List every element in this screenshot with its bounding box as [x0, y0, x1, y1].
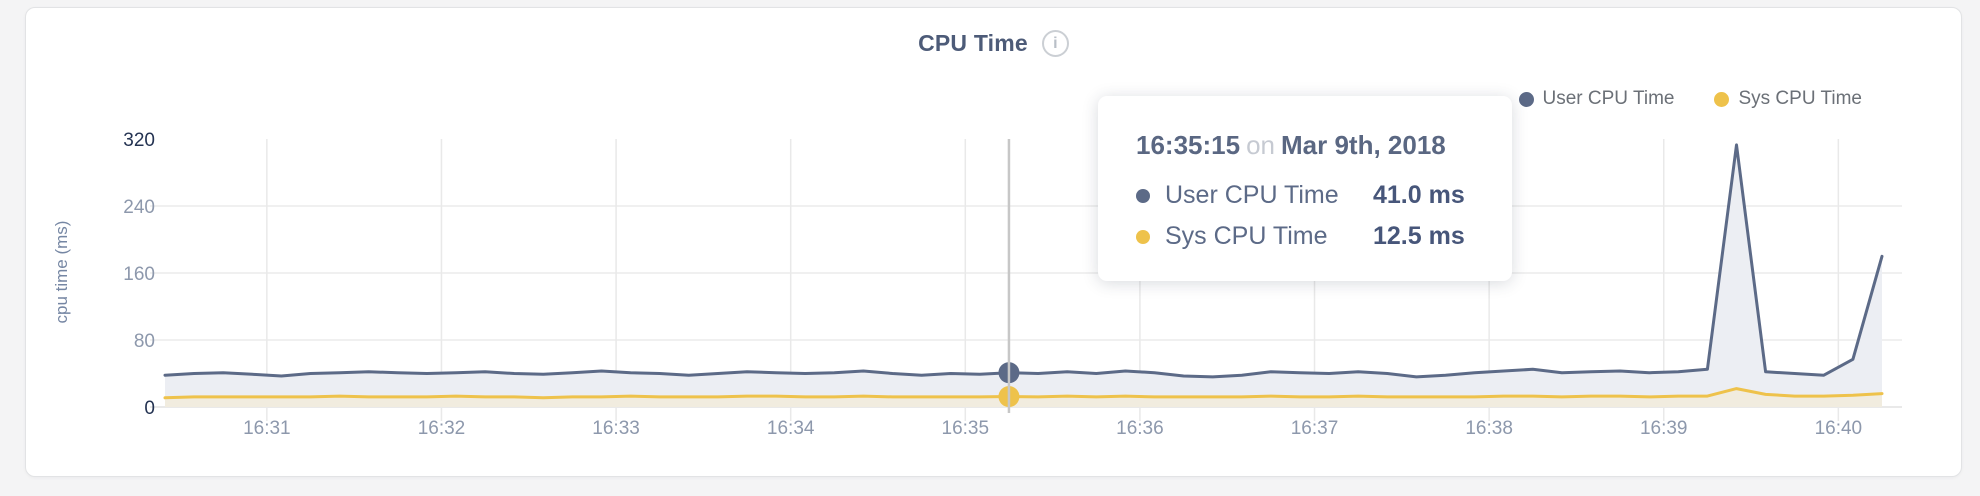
x-tick-label: 16:38	[1465, 418, 1513, 439]
x-tick-label: 16:37	[1291, 418, 1339, 439]
chart-tooltip: 16:35:15 on Mar 9th, 2018 User CPU Time 41…	[1098, 96, 1512, 281]
tooltip-series-label: User CPU Time	[1165, 181, 1339, 209]
tooltip-series-value: 12.5 ms	[1373, 222, 1465, 250]
legend-item-user-cpu[interactable]: User CPU Time	[1518, 88, 1675, 110]
tooltip-row-user: User CPU Time 41.0 ms	[1136, 181, 1474, 210]
x-tick-label: 16:40	[1815, 418, 1863, 439]
sys-series-dot	[1136, 229, 1150, 244]
x-tick-label: 16:39	[1640, 418, 1688, 439]
user-cpu-line	[163, 143, 1884, 379]
y-tick-label: 80	[134, 331, 155, 352]
user-series-dot	[1136, 188, 1150, 203]
y-tick-label: 320	[123, 130, 155, 151]
y-tick-label: 240	[123, 197, 155, 218]
y-tick-label: 160	[123, 264, 155, 285]
tooltip-time: 16:35:15	[1136, 130, 1241, 160]
tooltip-conjunction: on	[1246, 130, 1275, 160]
x-tick-label: 16:35	[942, 418, 990, 439]
sys-cpu-line	[163, 387, 1884, 400]
tooltip-title: 16:35:15 on Mar 9th, 2018	[1136, 130, 1474, 161]
x-tick-label: 16:34	[767, 418, 815, 439]
chart-legend: User CPU Time Sys CPU Time	[1518, 88, 1862, 110]
chart-title: CPU Time	[918, 30, 1028, 56]
y-axis-title: cpu time (ms)	[52, 221, 71, 324]
x-tick-label: 16:33	[592, 418, 640, 439]
legend-item-sys-cpu[interactable]: Sys CPU Time	[1714, 88, 1862, 110]
x-tick-label: 16:32	[418, 418, 466, 439]
user-cpu-area	[165, 144, 1882, 407]
tooltip-date: Mar 9th, 2018	[1281, 130, 1446, 160]
info-icon[interactable]: i	[1041, 30, 1069, 57]
sys-series-legend-dot	[1714, 91, 1730, 107]
legend-label: Sys CPU Time	[1738, 88, 1862, 109]
chart-header: CPU Time i	[25, 30, 1962, 57]
x-tick-label: 16:36	[1116, 418, 1164, 439]
tooltip-series-label: Sys CPU Time	[1165, 222, 1328, 250]
tooltip-series-value: 41.0 ms	[1373, 181, 1465, 209]
y-tick-label: 0	[144, 398, 155, 419]
legend-label: User CPU Time	[1542, 88, 1675, 109]
x-tick-label: 16:31	[243, 418, 291, 439]
tooltip-row-sys: Sys CPU Time 12.5 ms	[1136, 222, 1474, 251]
user-series-legend-dot	[1518, 91, 1534, 107]
